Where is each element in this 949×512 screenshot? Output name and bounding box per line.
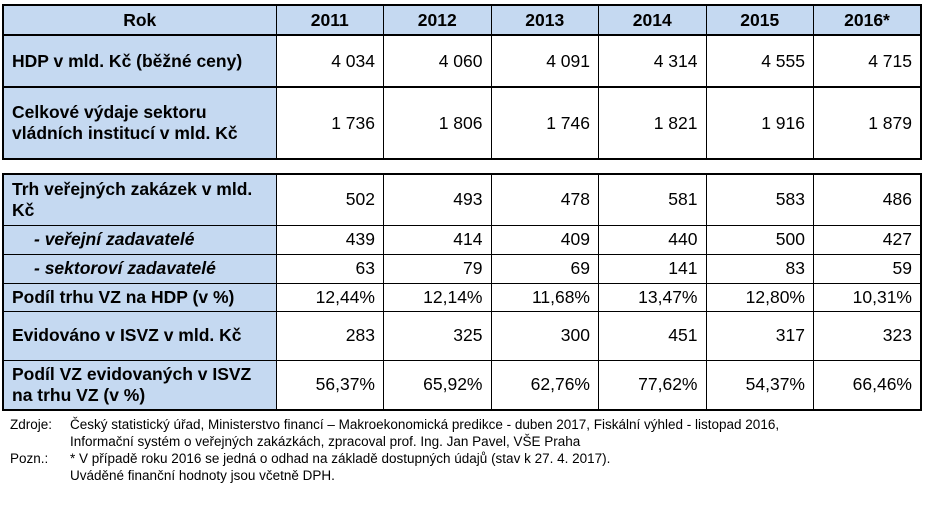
header-row: Rok 2011 2012 2013 2014 2015 2016* [2, 4, 922, 36]
cell-value: 439 [275, 224, 384, 255]
cell-value: 4 314 [598, 34, 707, 88]
table-row: Celkové výdaje sektoru vládních instituc… [2, 86, 922, 160]
row-label: - veřejní zadavatelé [2, 224, 277, 255]
cell-value: 79 [383, 253, 492, 284]
table-row: HDP v mld. Kč (běžné ceny) 4 034 4 060 4… [2, 34, 922, 88]
table-row: Podíl VZ evidovaných v ISVZ na trhu VZ (… [2, 359, 922, 411]
remark-line-1: * V případě roku 2016 se jedná o odhad n… [70, 451, 611, 466]
cell-value: 1 736 [275, 86, 384, 160]
cell-value: 323 [813, 310, 922, 361]
cell-value: 4 555 [705, 34, 814, 88]
row-label: Trh veřejných zakázek v mld. Kč [2, 173, 277, 226]
cell-value: 440 [598, 224, 707, 255]
cell-value: 478 [490, 173, 599, 226]
year-2015: 2015 [705, 4, 814, 36]
cell-value: 66,46% [813, 359, 922, 411]
remark-label: Pozn.: [10, 451, 49, 466]
cell-value: 12,14% [383, 282, 492, 312]
year-2012: 2012 [383, 4, 492, 36]
year-2013: 2013 [490, 4, 599, 36]
cell-value: 56,37% [275, 359, 384, 411]
table-row: Podíl trhu VZ na HDP (v %) 12,44% 12,14%… [2, 282, 922, 312]
cell-value: 1 746 [490, 86, 599, 160]
row-label: Podíl VZ evidovaných v ISVZ na trhu VZ (… [2, 359, 277, 411]
year-2011: 2011 [275, 4, 384, 36]
table-row: Trh veřejných zakázek v mld. Kč 502 493 … [2, 173, 922, 226]
cell-value: 317 [705, 310, 814, 361]
table-row: - sektoroví zadavatelé 63 79 69 141 83 5… [2, 253, 922, 284]
cell-value: 451 [598, 310, 707, 361]
cell-value: 1 916 [705, 86, 814, 160]
cell-value: 325 [383, 310, 492, 361]
cell-value: 283 [275, 310, 384, 361]
cell-value: 12,44% [275, 282, 384, 312]
sources-note: Zdroje: Český statistický úřad, Minister… [10, 416, 940, 450]
remark-line-2: Uváděné finanční hodnoty jsou včetně DPH… [70, 468, 335, 483]
cell-value: 54,37% [705, 359, 814, 411]
cell-value: 409 [490, 224, 599, 255]
sources-line-1: Český statistický úřad, Ministerstvo fin… [70, 417, 780, 432]
cell-value: 4 060 [383, 34, 492, 88]
remark-note: Pozn.: * V případě roku 2016 se jedná o … [10, 450, 940, 484]
cell-value: 83 [705, 253, 814, 284]
cell-value: 486 [813, 173, 922, 226]
row-label: Evidováno v ISVZ v mld. Kč [2, 310, 277, 361]
cell-value: 493 [383, 173, 492, 226]
cell-value: 502 [275, 173, 384, 226]
macro-table: Rok 2011 2012 2013 2014 2015 2016* HDP v… [2, 4, 922, 160]
cell-value: 581 [598, 173, 707, 226]
table-notes: Zdroje: Český statistický úřad, Minister… [10, 416, 940, 484]
year-2016: 2016* [813, 4, 922, 36]
table-row: - veřejní zadavatelé 439 414 409 440 500… [2, 224, 922, 255]
sources-label: Zdroje: [10, 417, 53, 432]
cell-value: 1 806 [383, 86, 492, 160]
cell-value: 12,80% [705, 282, 814, 312]
cell-value: 62,76% [490, 359, 599, 411]
row-label: HDP v mld. Kč (běžné ceny) [2, 34, 277, 88]
cell-value: 1 879 [813, 86, 922, 160]
cell-value: 427 [813, 224, 922, 255]
year-2014: 2014 [598, 4, 707, 36]
cell-value: 77,62% [598, 359, 707, 411]
row-label: Podíl trhu VZ na HDP (v %) [2, 282, 277, 312]
cell-value: 300 [490, 310, 599, 361]
cell-value: 141 [598, 253, 707, 284]
cell-value: 4 034 [275, 34, 384, 88]
row-label: Celkové výdaje sektoru vládních instituc… [2, 86, 277, 160]
cell-value: 63 [275, 253, 384, 284]
cell-value: 500 [705, 224, 814, 255]
cell-value: 10,31% [813, 282, 922, 312]
row-label: - sektoroví zadavatelé [2, 253, 277, 284]
cell-value: 583 [705, 173, 814, 226]
sources-line-2: Informační systém o veřejných zakázkách,… [70, 434, 581, 449]
cell-value: 65,92% [383, 359, 492, 411]
table-row: Evidováno v ISVZ v mld. Kč 283 325 300 4… [2, 310, 922, 361]
cell-value: 11,68% [490, 282, 599, 312]
cell-value: 59 [813, 253, 922, 284]
cell-value: 13,47% [598, 282, 707, 312]
header-label: Rok [2, 4, 277, 36]
cell-value: 4 715 [813, 34, 922, 88]
cell-value: 1 821 [598, 86, 707, 160]
cell-value: 4 091 [490, 34, 599, 88]
cell-value: 69 [490, 253, 599, 284]
procurement-table: Trh veřejných zakázek v mld. Kč 502 493 … [2, 173, 922, 411]
cell-value: 414 [383, 224, 492, 255]
